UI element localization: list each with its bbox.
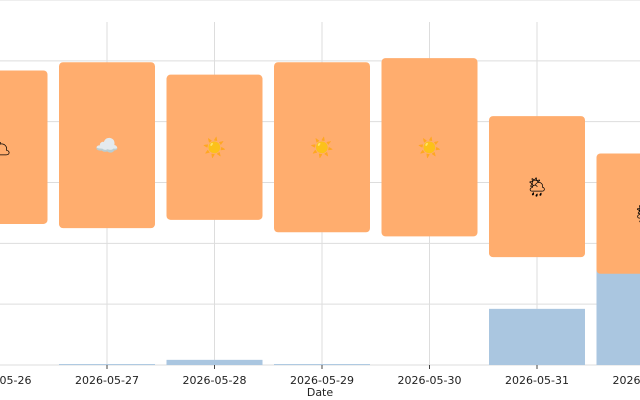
sun-icon: ☀️ <box>203 136 227 159</box>
temperature-box <box>596 153 640 274</box>
precipitation-bar <box>274 364 370 365</box>
temperature-box <box>489 116 585 258</box>
precipitation-bar <box>489 308 585 365</box>
sun-icon: ☀️ <box>418 136 442 159</box>
sun-rain-icon: 🌦 <box>632 204 640 226</box>
precipitation-bar <box>59 364 155 365</box>
temperature-box <box>274 62 370 233</box>
x-tick-label: 2026-05-29 <box>290 374 354 387</box>
x-tick-label: 2026-05-30 <box>398 374 462 387</box>
temperature-boxes: 🌥 ☁️ ☀️ ☀️ ☀️ 🌦 🌦 <box>0 58 640 274</box>
temperature-box <box>59 62 155 229</box>
x-axis-ticks: 2026-05-26 2026-05-27 2026-05-28 2026-05-29… <box>0 365 640 387</box>
x-tick-label: 2026-06-01 <box>613 374 640 387</box>
x-tick-label: 2026-05-28 <box>183 374 247 387</box>
x-axis-title: Date <box>307 386 334 399</box>
precipitation-bar <box>166 359 263 365</box>
sun-rain-icon: 🌦 <box>525 177 549 199</box>
temperature-box <box>166 74 263 220</box>
sun-icon: ☀️ <box>310 136 334 159</box>
x-tick-label: 2026-05-26 <box>0 374 31 387</box>
x-tick-label: 2026-05-31 <box>505 374 569 387</box>
temperature-box <box>381 58 478 237</box>
x-tick-label: 2026-05-27 <box>75 374 139 387</box>
cloud-icon: ☁️ <box>95 135 119 157</box>
temperature-box <box>0 70 48 224</box>
cloud-sun-icon: 🌥 <box>0 137 12 159</box>
